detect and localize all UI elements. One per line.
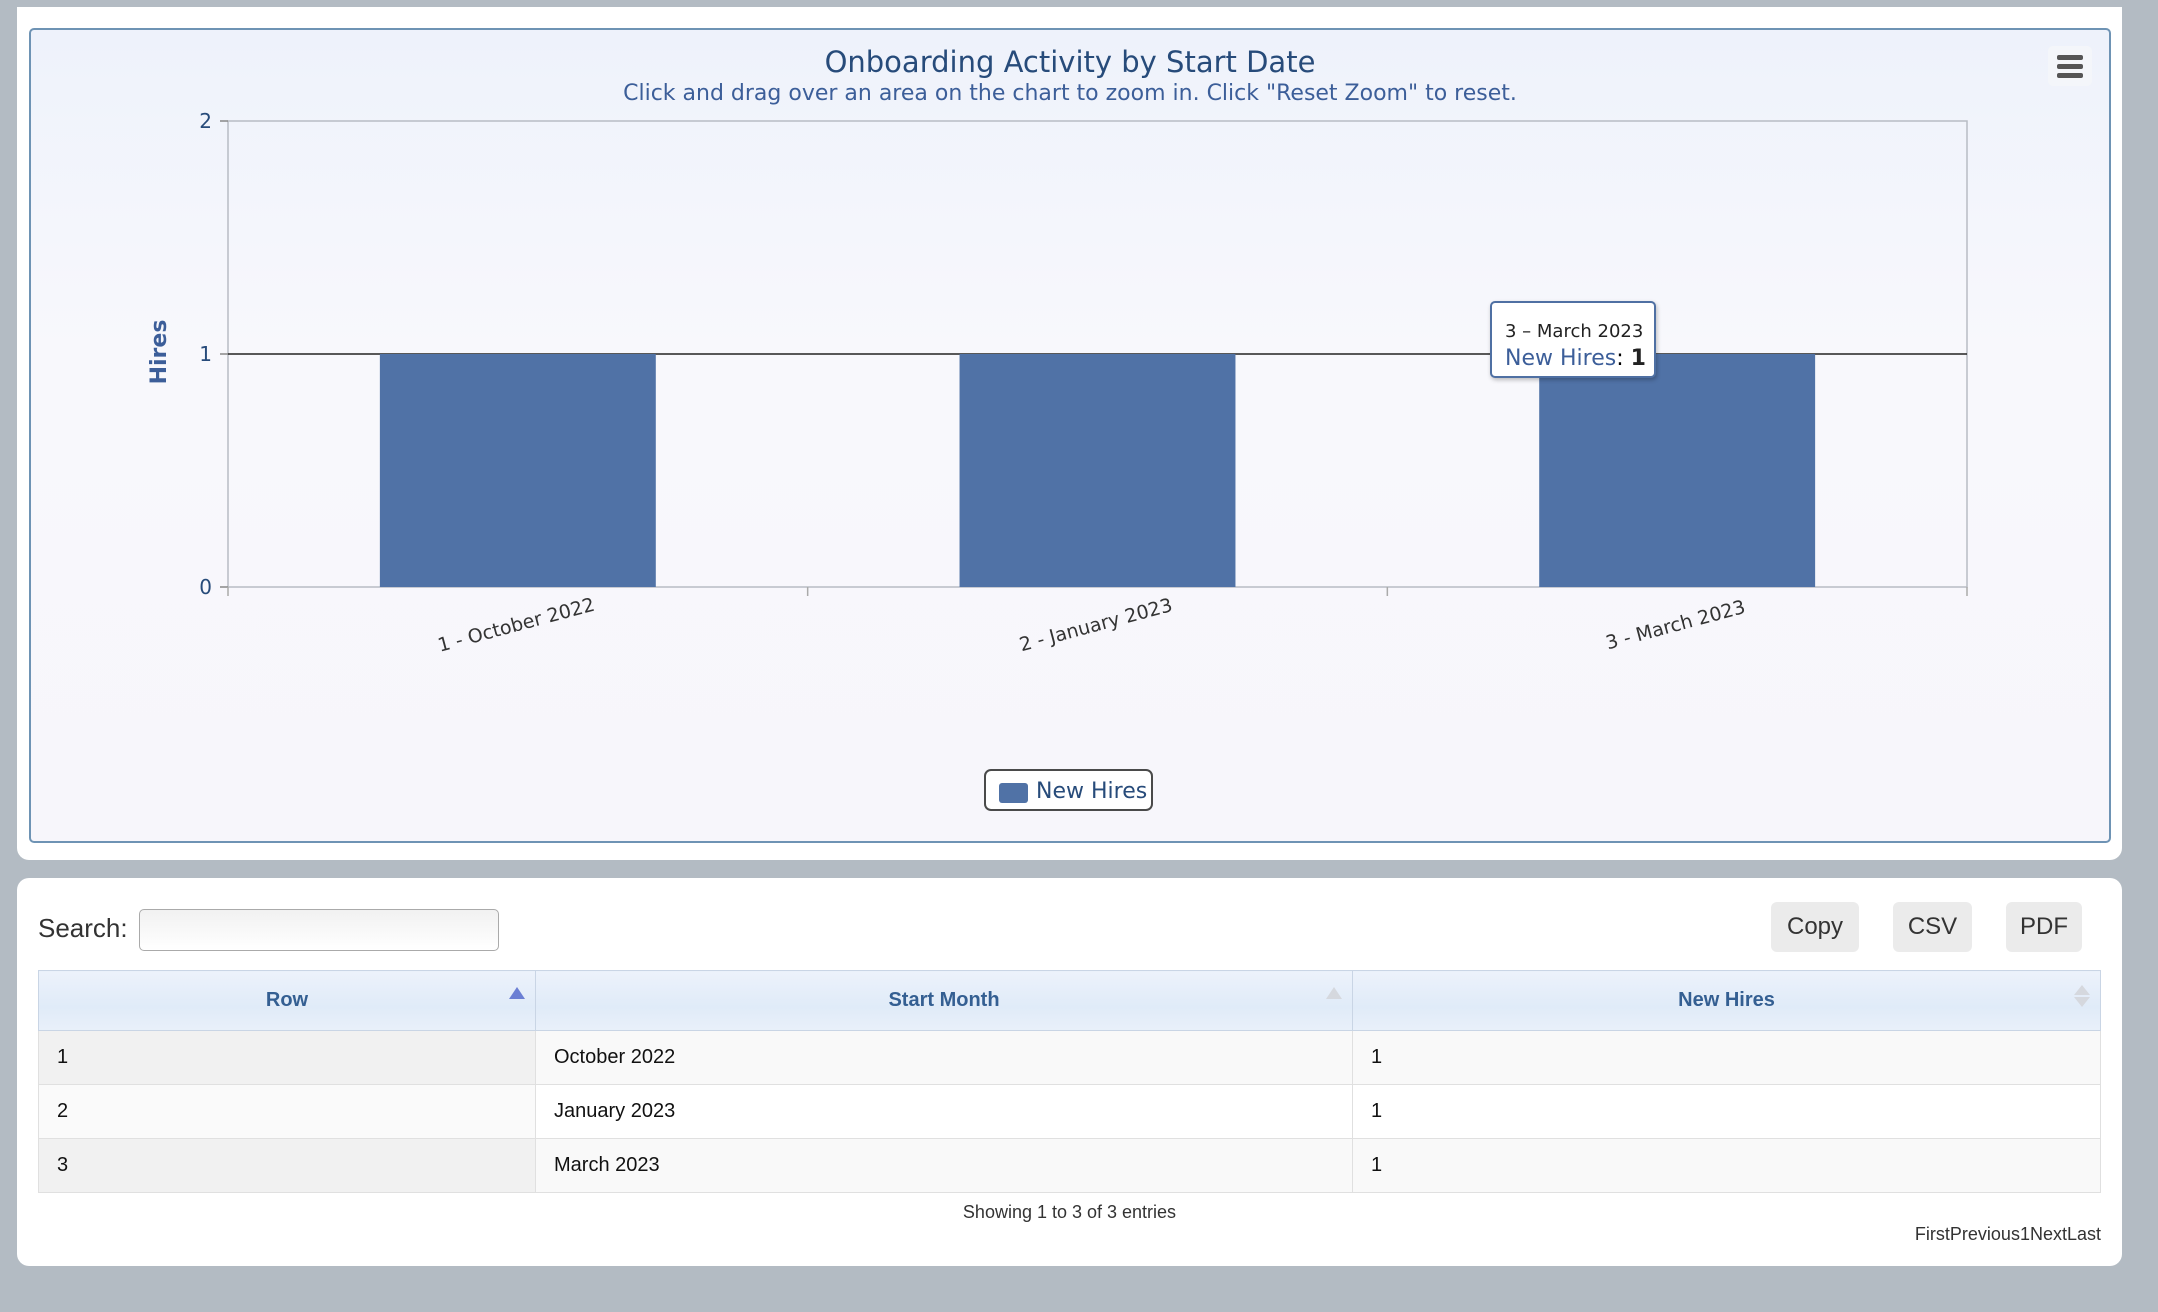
table-panel: Search: Copy CSV PDF Row Start Month New… <box>17 878 2122 1266</box>
sort-ascending-icon <box>509 987 525 999</box>
legend-item-new-hires[interactable]: New Hires <box>984 769 1153 811</box>
bar[interactable] <box>1539 354 1816 587</box>
column-header-label: New Hires <box>1678 989 1775 1011</box>
cell-row: 1 <box>38 1030 536 1085</box>
bar-chart[interactable]: Onboarding Activity by Start Date Click … <box>0 0 2158 880</box>
pagination-last[interactable]: Last <box>2066 1224 2101 1244</box>
column-header-label: Row <box>265 989 309 1011</box>
cell-start-month: March 2023 <box>535 1138 1353 1193</box>
table-row: 1 October 2022 1 <box>38 1030 2101 1085</box>
x-tick-label: 3 - March 2023 <box>1604 596 1748 654</box>
x-tick-label: 1 - October 2022 <box>435 594 597 657</box>
chart-title: Onboarding Activity by Start Date <box>825 45 1316 79</box>
table-header-row: Row Start Month New Hires <box>38 970 2101 1031</box>
sort-both-icon <box>2074 985 2090 1007</box>
search-input[interactable] <box>139 909 499 951</box>
pdf-button[interactable]: PDF <box>2006 902 2082 952</box>
cell-new-hires: 1 <box>1352 1084 2101 1139</box>
table-row: 2 January 2023 1 <box>38 1084 2101 1139</box>
tooltip-separator: : <box>1616 346 1631 371</box>
x-tick-label: 2 - January 2023 <box>1017 594 1175 656</box>
table-row: 3 March 2023 1 <box>38 1138 2101 1193</box>
column-header-row[interactable]: Row <box>38 970 536 1031</box>
pagination-first[interactable]: First <box>1914 1224 1950 1244</box>
sort-icon <box>1326 987 1342 999</box>
hamburger-menu-icon-bar <box>2057 73 2083 78</box>
pagination-next[interactable]: Next <box>2029 1224 2067 1244</box>
pagination-previous[interactable]: Previous <box>1949 1224 2020 1244</box>
tooltip-value: 1 <box>1630 346 1646 371</box>
chart-tooltip: 3 – March 2023 New Hires: 1 <box>1490 301 1656 378</box>
cell-new-hires: 1 <box>1352 1030 2101 1085</box>
cell-row: 2 <box>38 1084 536 1139</box>
pagination-page-1[interactable]: 1 <box>2019 1224 2030 1244</box>
y-tick-label: 2 <box>199 109 212 133</box>
legend-swatch <box>999 783 1028 803</box>
bar[interactable] <box>959 354 1236 587</box>
cell-start-month: January 2023 <box>535 1084 1353 1139</box>
cell-row: 3 <box>38 1138 536 1193</box>
csv-button[interactable]: CSV <box>1893 902 1972 952</box>
tooltip-line: New Hires: 1 <box>1505 346 1654 371</box>
copy-button[interactable]: Copy <box>1771 902 1859 952</box>
chart-subtitle: Click and drag over an area on the chart… <box>623 81 1517 106</box>
hamburger-menu-icon <box>2057 55 2083 60</box>
column-header-new-hires[interactable]: New Hires <box>1352 970 2101 1031</box>
column-header-label: Start Month <box>888 989 1000 1011</box>
data-table: Row Start Month New Hires 1 October 2022… <box>38 970 2101 1193</box>
cell-new-hires: 1 <box>1352 1138 2101 1193</box>
search-label: Search: <box>38 913 128 943</box>
tooltip-title: 3 – March 2023 <box>1505 321 1644 342</box>
cell-start-month: October 2022 <box>535 1030 1353 1085</box>
table-info: Showing 1 to 3 of 3 entries <box>962 1202 1177 1222</box>
y-axis-title: Hires <box>147 320 172 385</box>
y-tick-label: 0 <box>199 575 212 599</box>
column-header-start-month[interactable]: Start Month <box>535 970 1353 1031</box>
legend-label: New Hires <box>1036 779 1148 804</box>
tooltip-series-name: New Hires <box>1505 346 1617 371</box>
chart-menu-button[interactable] <box>2048 46 2092 86</box>
pagination: First Previous 1 Next Last <box>1915 1224 2101 1245</box>
bar[interactable] <box>379 354 656 587</box>
y-tick-label: 1 <box>199 342 212 366</box>
hamburger-menu-icon-bar <box>2057 64 2083 69</box>
